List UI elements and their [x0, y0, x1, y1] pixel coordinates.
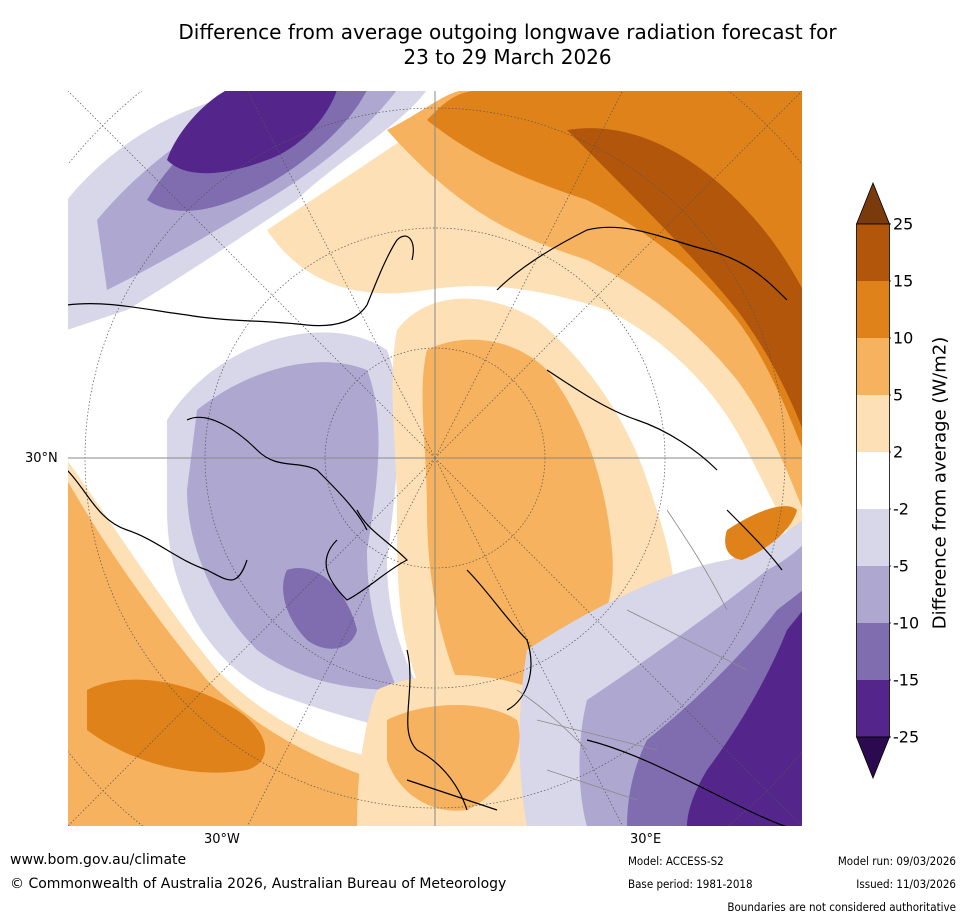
anomaly-region-orange-strong-atlantic	[87, 679, 266, 773]
graticule-main-lines	[67, 90, 803, 827]
lon-label-30w: 30°W	[204, 832, 240, 847]
lon-label-30e: 30°E	[630, 832, 662, 847]
colorbar-tick-label: 25	[893, 214, 914, 234]
olr-anomaly-map	[67, 90, 803, 827]
coastlines	[67, 226, 788, 827]
colorbar-extend-bottom	[855, 736, 891, 780]
colorbar-band	[856, 281, 890, 338]
colorbar-band	[856, 395, 890, 452]
copyright-text: © Commonwealth of Australia 2026, Austra…	[10, 876, 507, 892]
model-text: Model: ACCESS-S2	[628, 854, 724, 868]
colorbar-tick-label: -5	[893, 556, 909, 576]
colorbar-tick-label: -25	[893, 727, 920, 747]
base-period-text: Base period: 1981-2018	[628, 877, 753, 891]
colorbar-tick-label: 10	[893, 328, 914, 348]
title-line-2: 23 to 29 March 2026	[403, 45, 612, 69]
colorbar-band	[856, 452, 890, 509]
borders	[516, 509, 748, 801]
lat-label-30n: 30°N	[25, 451, 58, 466]
model-run-text: Model run: 09/03/2026	[837, 854, 956, 868]
issued-text: Issued: 11/03/2026	[856, 877, 956, 891]
anomaly-region-purple-deep-nw	[167, 90, 337, 174]
colorbar-tick-label: 2	[893, 442, 904, 462]
colorbar-band	[856, 623, 890, 680]
colorbar	[855, 181, 891, 780]
colorbar-band	[856, 566, 890, 623]
colorbar-extend-top	[855, 181, 891, 225]
anomaly-region-orange-japan	[725, 506, 797, 560]
anomaly-region-orange-deep-north	[567, 128, 803, 430]
colorbar-tick-label: 15	[893, 271, 914, 291]
anomaly-region-purple-deep-se	[687, 610, 803, 827]
disclaimer-text: Boundaries are not considered authoritat…	[727, 900, 956, 914]
colorbar-tick-label: -2	[893, 499, 909, 519]
colorbar-outline	[856, 223, 890, 738]
colorbar-tick-label: 5	[893, 385, 904, 405]
colorbar-band	[856, 680, 890, 737]
chart-title: Difference from average outgoing longwav…	[60, 20, 955, 70]
anomaly-region-purple-strong-greenland	[283, 568, 357, 649]
colorbar-band	[856, 338, 890, 395]
colorbar-tick-label: -15	[893, 670, 920, 690]
colorbar-title: Difference from average (W/m2)	[929, 336, 951, 630]
colorbar-band	[856, 224, 890, 281]
website-link[interactable]: www.bom.gov.au/climate	[10, 852, 187, 868]
title-line-1: Difference from average outgoing longwav…	[178, 20, 837, 44]
anomaly-region-orange-mid-eurasia	[422, 339, 613, 695]
colorbar-band	[856, 509, 890, 566]
colorbar-tick-label: -10	[893, 613, 920, 633]
